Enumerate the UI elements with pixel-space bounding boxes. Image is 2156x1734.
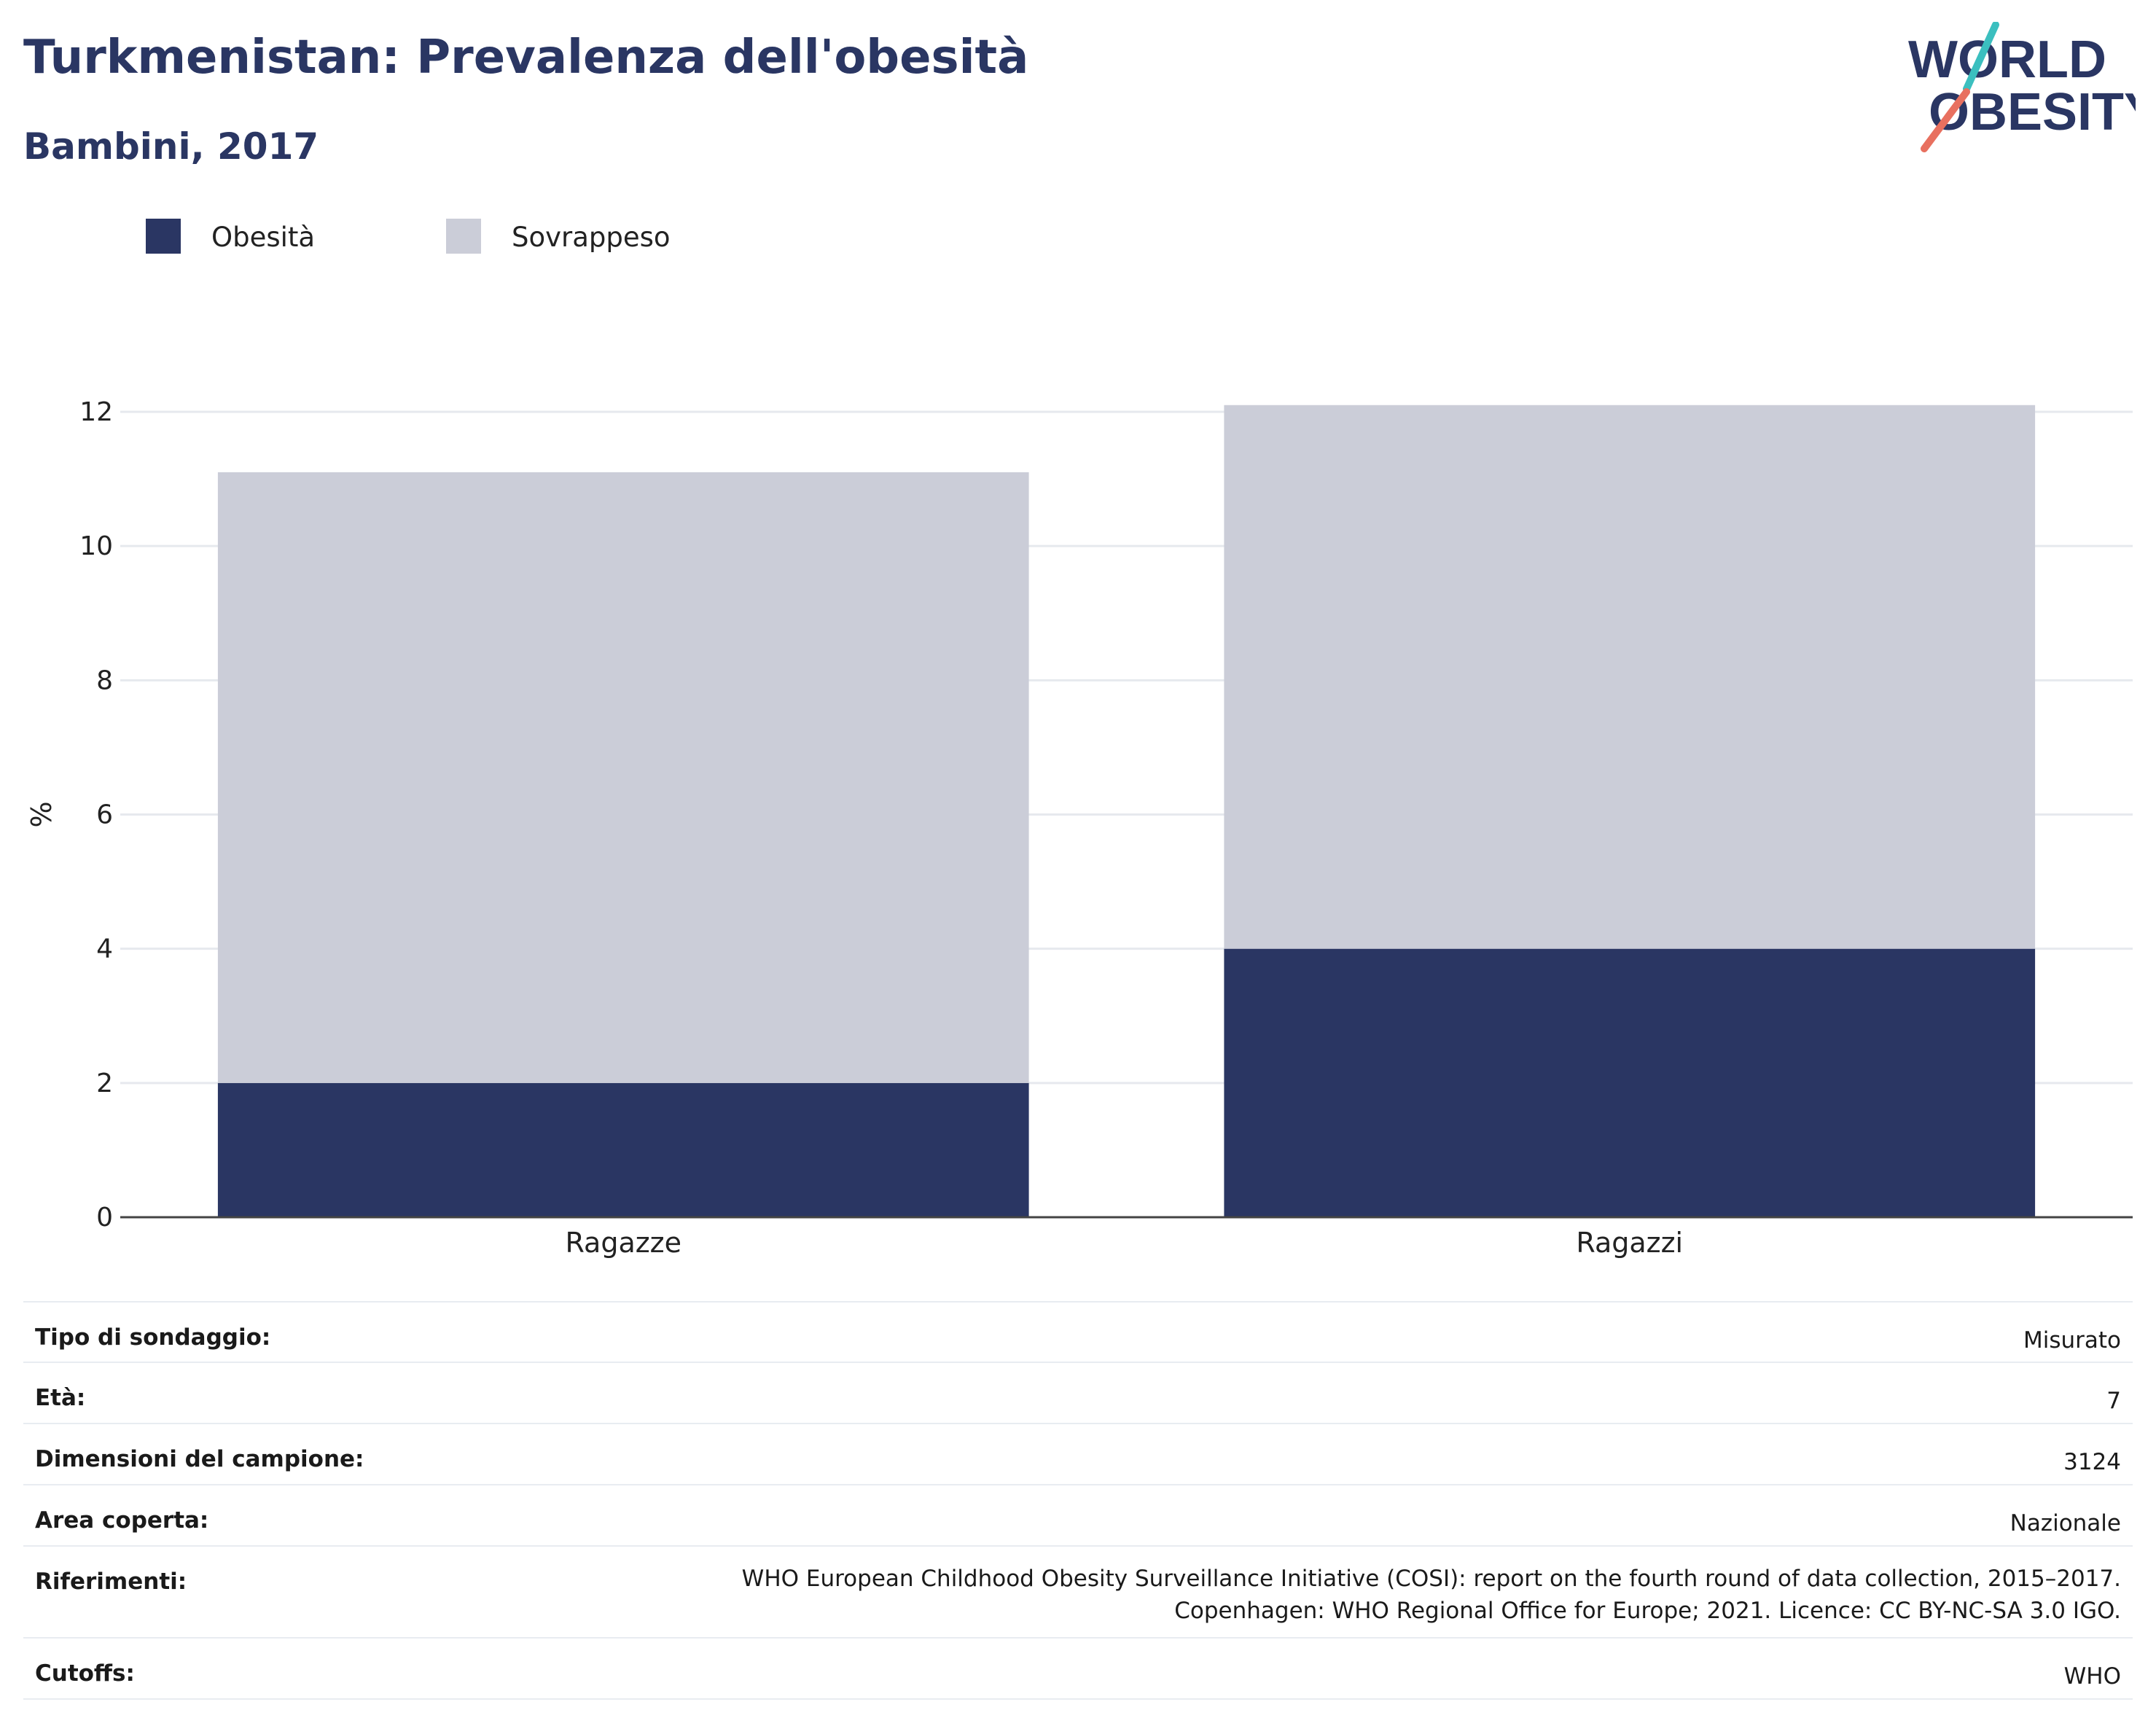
info-row-cutoffs: Cutoffs: WHO xyxy=(23,1637,2133,1700)
legend-swatch-obesita xyxy=(146,219,181,254)
info-value: 7 xyxy=(2106,1388,2121,1414)
legend-swatch-sovrappeso xyxy=(446,219,481,254)
info-row-survey-type: Tipo di sondaggio: Misurato xyxy=(23,1301,2133,1362)
world-obesity-logo: WORLD OBESITY xyxy=(1908,22,2136,152)
chart-title: Turkmenistan: Prevalenza dell'obesità xyxy=(23,31,1029,85)
info-label: Cutoffs: xyxy=(35,1660,135,1687)
chart-subtitle: Bambini, 2017 xyxy=(23,125,319,168)
info-label: Area coperta: xyxy=(35,1507,209,1534)
x-tick-label: Ragazze xyxy=(565,1227,681,1259)
y-tick-label: 10 xyxy=(79,531,113,561)
legend-label-sovrappeso: Sovrappeso xyxy=(512,222,671,253)
info-value: Misurato xyxy=(2023,1327,2121,1354)
x-tick-label: Ragazzi xyxy=(1576,1227,1683,1259)
info-label: Tipo di sondaggio: xyxy=(35,1324,271,1351)
y-tick-label: 4 xyxy=(96,934,113,964)
logo-line1: WORLD xyxy=(1908,31,2106,89)
y-tick-label: 8 xyxy=(96,665,113,695)
bar-sovrappeso-ragazze xyxy=(217,472,1029,1083)
info-label: Età: xyxy=(35,1385,86,1411)
bar-sovrappeso-ragazzi xyxy=(1224,405,2036,949)
info-row-sample-size: Dimensioni del campione: 3124 xyxy=(23,1423,2133,1484)
y-tick-label: 2 xyxy=(96,1069,113,1098)
y-tick-label: 0 xyxy=(96,1203,113,1233)
y-tick-label: 6 xyxy=(96,800,113,830)
y-tick-label: 12 xyxy=(79,397,113,427)
info-row-age: Età: 7 xyxy=(23,1362,2133,1423)
stacked-bar-chart: 0 2 4 6 8 10 12% Ragazze Ragazzi xyxy=(26,397,2133,1259)
legend-label-obesita: Obesità xyxy=(211,222,316,253)
info-value-references: WHO European Childhood Obesity Surveilla… xyxy=(741,1566,2121,1624)
info-table: Tipo di sondaggio: Misurato Età: 7 Dimen… xyxy=(23,1301,2133,1700)
y-axis-label: % xyxy=(26,801,58,827)
info-value: Nazionale xyxy=(2009,1510,2121,1536)
bar-obesita-ragazzi xyxy=(1224,948,2036,1217)
info-row-area: Area coperta: Nazionale xyxy=(23,1484,2133,1545)
info-row-references: Riferimenti: WHO European Childhood Obes… xyxy=(23,1545,2133,1637)
info-value: WHO xyxy=(2063,1663,2121,1690)
info-label: Dimensioni del campione: xyxy=(35,1446,364,1472)
bar-obesita-ragazze xyxy=(217,1082,1029,1217)
info-label: Riferimenti: xyxy=(35,1569,187,1595)
info-value: 3124 xyxy=(2063,1449,2121,1475)
